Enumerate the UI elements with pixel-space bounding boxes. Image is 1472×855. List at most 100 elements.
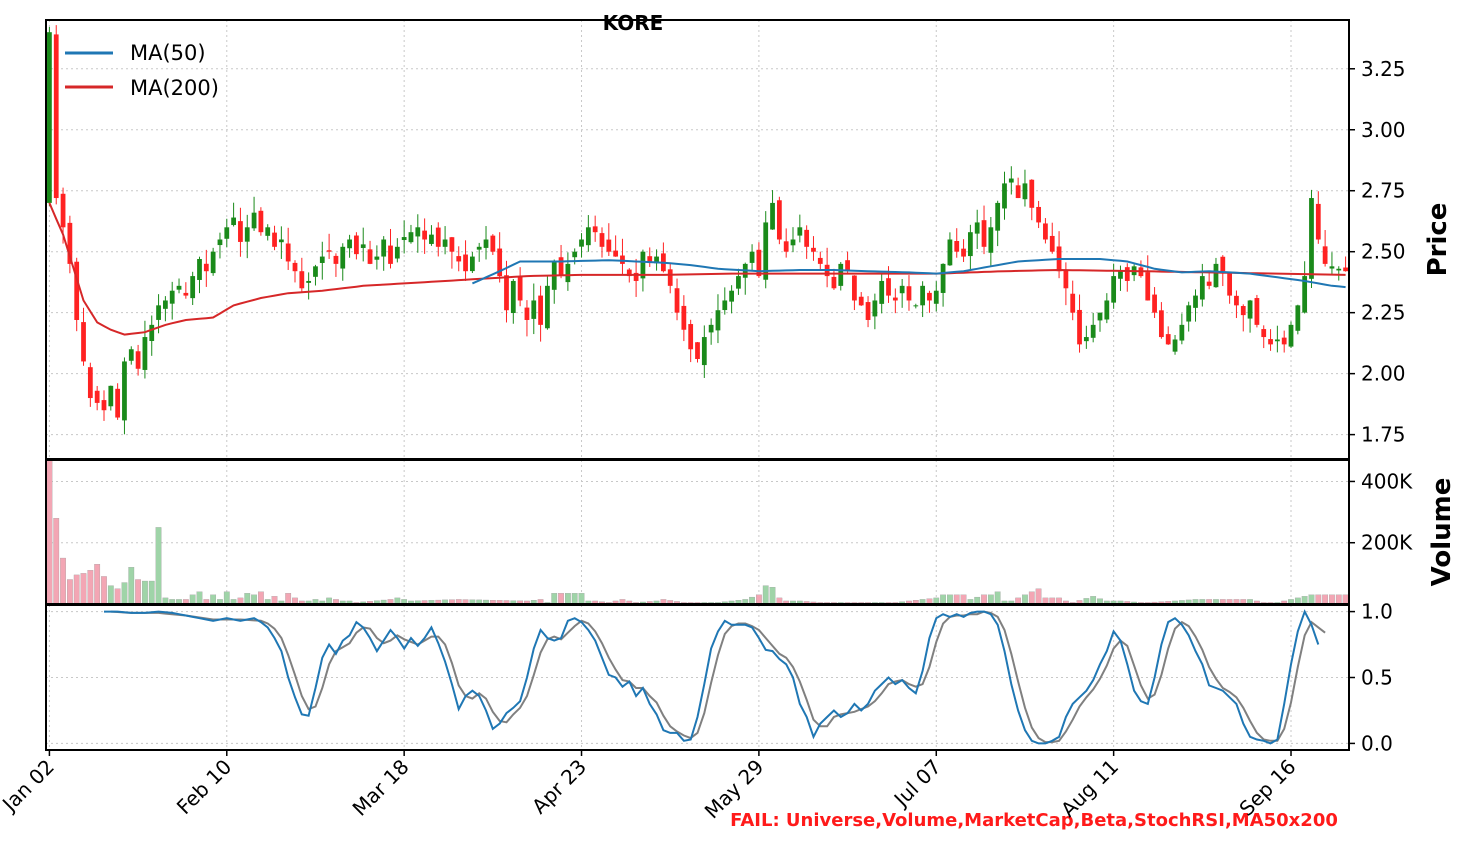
legend-ma50-label: MA(50) (130, 41, 206, 65)
candle-body (306, 280, 312, 283)
candle-body (995, 202, 1001, 231)
candle-body (1240, 306, 1246, 316)
candle-body (354, 235, 359, 255)
price-tick-label: 3.25 (1361, 57, 1406, 81)
candle-body (565, 263, 571, 283)
candle-body (797, 227, 803, 236)
volume-bar (128, 567, 135, 605)
candle-body (1022, 183, 1028, 200)
candle-body (53, 34, 59, 199)
volume-bar (940, 594, 946, 605)
candle-body (1343, 267, 1348, 272)
candle-body (831, 276, 837, 289)
candle-body (238, 221, 243, 242)
volume-bar (60, 557, 66, 605)
candle-body (142, 337, 148, 370)
candle-body (776, 200, 782, 240)
candle-body (272, 232, 277, 247)
candle-body (1227, 272, 1233, 296)
candlesticks (47, 25, 1348, 435)
price-tick-label: 2.75 (1361, 179, 1406, 203)
volume-bar (756, 594, 762, 605)
candle-body (367, 249, 373, 264)
candle-body (1213, 263, 1219, 288)
candle-body (852, 275, 857, 301)
price-panel: 1.75 2.00 2.25 2.50 2.75 3.00 3.25 Price (45, 19, 1453, 460)
candle-body (319, 256, 325, 263)
stoch-rsi-panel: 0.0 0.5 1.0 (45, 600, 1393, 755)
candle-body (67, 222, 73, 264)
volume-bar (121, 582, 128, 605)
volume-bar (101, 576, 107, 605)
candle-body (183, 292, 189, 296)
candle-body (408, 232, 414, 243)
volume-bar (551, 593, 558, 605)
candle-body (1220, 256, 1226, 272)
candle-body (94, 390, 100, 403)
candle-body (783, 241, 789, 252)
volume-bar (94, 564, 101, 605)
candle-body (722, 300, 728, 311)
candle-body (531, 300, 537, 319)
volume-bar (1315, 594, 1322, 605)
candle-body (913, 305, 919, 307)
candle-body (217, 239, 223, 246)
candle-body (510, 280, 516, 314)
candle-body (1029, 179, 1035, 208)
volume-tick-label: 400K (1361, 469, 1413, 493)
candle-body (927, 292, 932, 301)
volume-axis-title: Volume (1427, 478, 1457, 587)
volume-bar (1308, 594, 1315, 605)
volume-bar (769, 586, 776, 605)
candle-body (858, 296, 864, 306)
volume-bar (1322, 594, 1329, 605)
candle-body (674, 288, 680, 313)
candle-body (961, 248, 966, 257)
candle-body (770, 202, 775, 230)
candle-body (483, 239, 489, 248)
candle-body (681, 305, 687, 330)
candle-body (1090, 324, 1096, 338)
candle-body (811, 247, 816, 252)
candle-body (974, 222, 980, 234)
price-tick-label: 2.25 (1361, 301, 1406, 325)
price-tick-label: 1.75 (1361, 423, 1406, 447)
candle-body (251, 212, 257, 229)
volume-bar (210, 594, 217, 605)
volume-bar (981, 594, 987, 605)
volume-bar (196, 591, 203, 605)
candle-body (606, 239, 612, 252)
candle-body (1261, 329, 1267, 338)
candle-body (1063, 269, 1069, 289)
candle-body (1193, 295, 1198, 308)
volume-bar (1301, 596, 1308, 605)
candle-body (449, 237, 455, 252)
candle-body (879, 280, 885, 304)
volume-bar (565, 593, 571, 605)
candle-body (497, 248, 503, 277)
x-tick-label: Jul 07 (888, 755, 946, 813)
candle-body (579, 239, 584, 247)
x-tick-label: Jan 02 (0, 755, 59, 818)
candle-body (101, 400, 107, 411)
candle-body (1247, 300, 1253, 319)
candle-body (476, 246, 482, 250)
candle-body (1083, 337, 1089, 342)
volume-bar (1329, 594, 1335, 605)
candle-body (1274, 339, 1280, 342)
volume-bar (571, 593, 578, 605)
candle-body (442, 239, 448, 247)
candle-body (804, 229, 810, 247)
x-tick-label: Mar 18 (348, 755, 414, 821)
candle-body (115, 388, 121, 418)
volume-bar (107, 585, 114, 605)
candle-body (599, 233, 605, 247)
candle-body (1097, 312, 1103, 321)
volume-bar (762, 585, 769, 605)
candle-body (1002, 183, 1007, 209)
candle-body (838, 263, 844, 286)
candle-body (292, 262, 298, 272)
candle-body (817, 257, 823, 264)
candle-body (585, 227, 591, 246)
volume-bar (960, 594, 967, 605)
